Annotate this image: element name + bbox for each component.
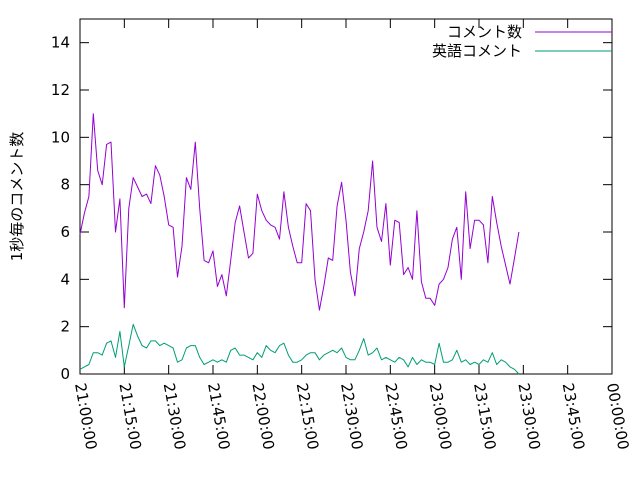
y-tick-label: 4 [60,270,70,288]
y-tick-label: 8 [60,176,70,194]
x-tick-label: 22:45:00 [381,382,410,451]
x-tick-label: 22:00:00 [248,382,277,451]
legend-label: 英語コメント [432,42,522,60]
x-tick-label: 23:15:00 [470,382,499,451]
y-tick-label: 2 [60,318,70,336]
x-tick-label: 22:15:00 [293,382,322,451]
x-tick-label: 21:45:00 [204,382,233,451]
x-tick-label: 23:45:00 [559,382,588,451]
plot-frame [80,19,612,374]
x-tick-label: 00:00:00 [603,382,632,451]
legend-label: コメント数 [447,23,522,41]
x-tick-label: 21:00:00 [71,382,100,451]
x-tick-label: 21:30:00 [160,382,189,451]
y-tick-label: 0 [60,365,70,383]
y-tick-label: 14 [51,34,70,52]
x-tick-label: 22:30:00 [337,382,366,451]
series-layer [80,114,519,375]
x-tick-label: 23:30:00 [514,382,543,451]
axes-layer: 0 2 4 6 8 10 12 14 21:00:00 21:15:00 21:30:00 21:45… [8,19,632,451]
series-line-comment-count [80,114,519,310]
y-tick-label: 10 [51,128,70,146]
x-tick-label: 21:15:00 [115,382,144,451]
y-tick-label: 12 [51,81,70,99]
x-tick-label: 23:00:00 [426,382,455,451]
series-line-english-comments [80,324,519,374]
y-axis-label: 1秒毎のコメント数 [8,132,26,262]
y-tick-label: 6 [60,223,70,241]
